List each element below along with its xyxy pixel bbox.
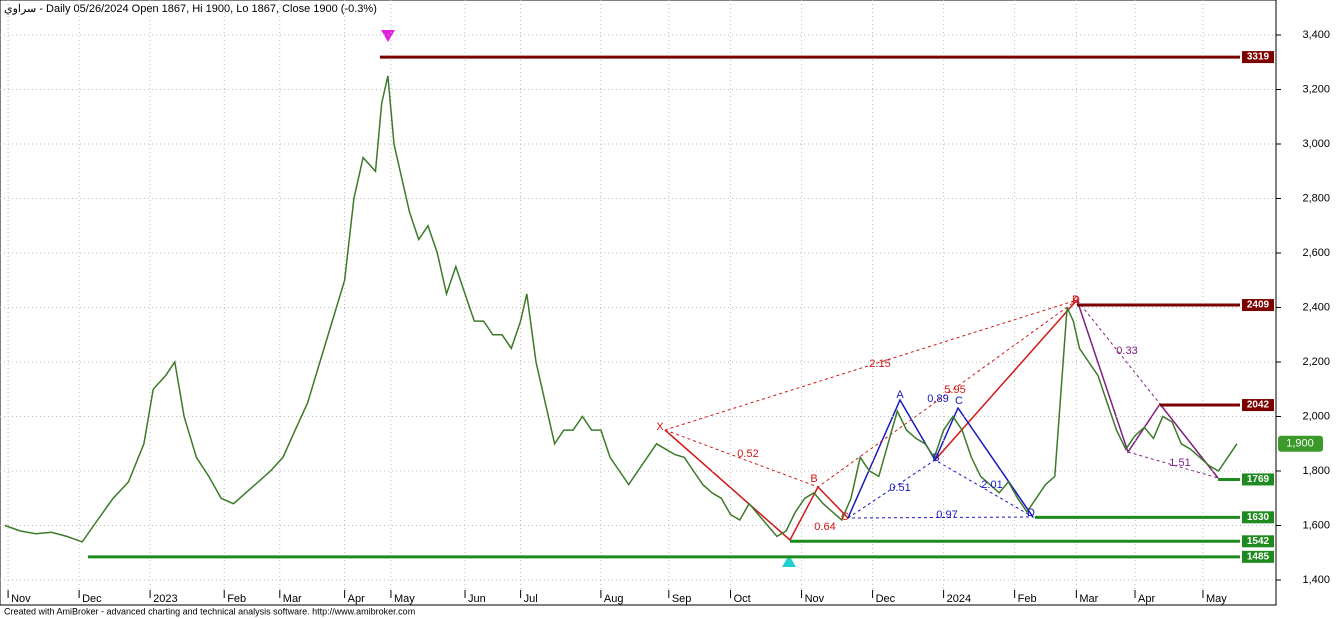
annotation: 0.51: [889, 482, 910, 494]
y-tick-label: 2,000: [1302, 410, 1330, 422]
x-tick-label: Feb: [227, 593, 246, 605]
x-tick-label: Apr: [1138, 593, 1155, 605]
plot-frame: [0, 0, 1277, 606]
level-label: 2409: [1247, 300, 1270, 311]
annotation: 0.89: [927, 393, 948, 405]
x-tick-label: Dec: [82, 593, 102, 605]
annotation: B: [932, 452, 939, 464]
y-tick-label: 1,400: [1302, 574, 1330, 586]
annotation: 0.64: [814, 521, 835, 533]
y-tick-label: 1,600: [1302, 519, 1330, 531]
x-tick-label: Nov: [805, 593, 825, 605]
annotation: 0.52: [737, 448, 758, 460]
x-tick-label: Jun: [468, 593, 486, 605]
x-tick-label: May: [394, 593, 415, 605]
footer: Created with AmiBroker - advanced charti…: [4, 606, 415, 616]
annotation: D: [1072, 294, 1080, 306]
level-label: 3319: [1247, 52, 1270, 63]
x-tick-label: Apr: [348, 593, 365, 605]
x-tick-label: Mar: [283, 593, 302, 605]
y-tick-label: 2,200: [1302, 356, 1330, 368]
level-label-box: [1242, 511, 1274, 524]
price-line: [4, 75, 1238, 543]
annotation: B: [810, 473, 817, 485]
x-tick-label: Nov: [11, 593, 31, 605]
annotation: D: [1027, 507, 1035, 519]
level-label-box: [1242, 299, 1274, 312]
last-price-label: 1,900: [1286, 438, 1314, 450]
annotation: 0.97: [936, 509, 957, 521]
chart-title: سراوي - Daily 05/26/2024 Open 1867, Hi 1…: [4, 3, 377, 15]
level-label: 1769: [1247, 474, 1270, 485]
markers: [381, 30, 796, 567]
y-tick-label: 1,800: [1302, 465, 1330, 477]
y-tick-label: 3,400: [1302, 29, 1330, 41]
annotation: 2.01: [981, 479, 1002, 491]
x-tick-label: 2024: [947, 593, 971, 605]
x-tick-label: Jul: [524, 593, 538, 605]
level-label: 1485: [1247, 551, 1270, 562]
annotation: 5.95: [944, 384, 965, 396]
y-tick-label: 3,000: [1302, 138, 1330, 150]
x-tick-label: 2023: [153, 593, 177, 605]
level-label: 1630: [1247, 512, 1270, 523]
pattern-lines: [664, 299, 1220, 542]
level-label: 1542: [1247, 536, 1270, 547]
x-tick-label: Dec: [876, 593, 896, 605]
y-tick-label: 3,200: [1302, 83, 1330, 95]
x-tick-label: Feb: [1018, 593, 1037, 605]
annotation: C: [955, 395, 963, 407]
annotation: 0.33: [1116, 345, 1137, 357]
level-label: 2042: [1247, 400, 1270, 411]
annotation: 1.51: [1169, 457, 1190, 469]
level-label-box: [1242, 51, 1274, 64]
x-tick-label: Mar: [1079, 593, 1098, 605]
annotation: X: [656, 421, 664, 433]
x-tick-label: May: [1206, 593, 1227, 605]
level-label-box: [1242, 535, 1274, 548]
y-tick-label: 2,600: [1302, 247, 1330, 259]
level-label-box: [1242, 399, 1274, 412]
level-label-box: [1242, 473, 1274, 486]
y-tick-label: 2,800: [1302, 192, 1330, 204]
annotation: 2.15: [869, 358, 890, 370]
x-tick-label: Aug: [604, 593, 624, 605]
y-tick-label: 2,400: [1302, 301, 1330, 313]
annotation: A: [896, 389, 904, 401]
x-tick-label: Oct: [734, 593, 751, 605]
annotation: A: [1072, 294, 1080, 306]
level-label-box: [1242, 550, 1274, 563]
annotation: C: [841, 511, 849, 523]
last-price-box: [1278, 435, 1323, 452]
x-tick-label: Sep: [672, 593, 692, 605]
